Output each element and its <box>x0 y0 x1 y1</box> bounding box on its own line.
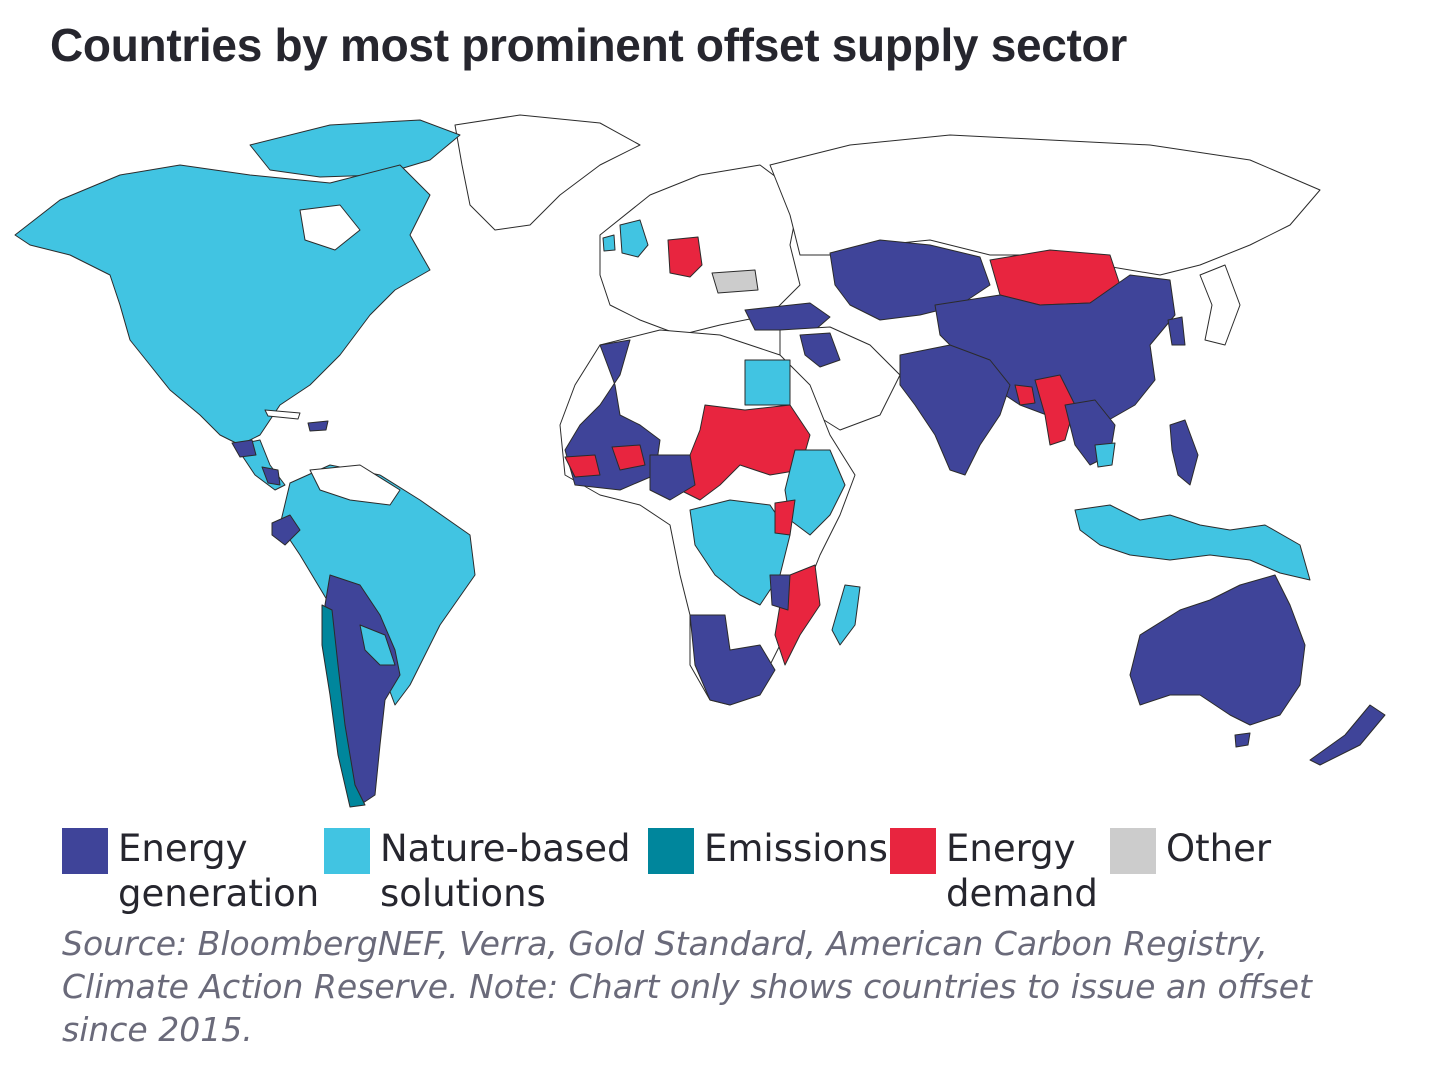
legend-swatch-nature-based <box>324 828 370 874</box>
world-map <box>14 114 1386 808</box>
region-tasmania <box>1234 732 1251 748</box>
region-germany <box>667 236 703 278</box>
region-hudson-bay <box>299 204 361 251</box>
legend-item-energy-demand: Energy demand <box>890 826 1098 916</box>
legend-label-line1: Energy <box>946 827 1076 870</box>
region-iraq-iran-area <box>799 332 841 368</box>
region-southern-africa <box>689 614 776 706</box>
legend-label-line1: Energy <box>118 827 248 870</box>
region-philippines <box>1169 419 1199 486</box>
legend-swatch-other <box>1110 828 1156 874</box>
region-australia <box>1129 574 1306 726</box>
region-japan <box>1199 264 1241 346</box>
region-bangladesh <box>1014 384 1036 406</box>
legend-label-other: Other <box>1166 826 1271 871</box>
region-east-africa <box>784 449 846 536</box>
page-title: Countries by most prominent offset suppl… <box>50 19 1127 71</box>
region-south-asia <box>899 344 1011 476</box>
region-uganda-tanzania <box>774 499 796 536</box>
legend-label-line2: solutions <box>380 872 546 915</box>
region-nicaragua <box>261 466 281 486</box>
legend-label-line2: demand <box>946 872 1098 915</box>
region-ecuador <box>271 514 301 546</box>
region-ireland <box>602 234 616 252</box>
region-madagascar <box>831 584 861 646</box>
region-romania-area <box>711 269 759 294</box>
region-canada-arctic <box>249 119 461 178</box>
region-guatemala <box>231 439 257 458</box>
legend-swatch-energy-generation <box>62 828 108 874</box>
region-cuba <box>264 409 301 420</box>
legend-swatch-emissions <box>648 828 694 874</box>
legend-label-nature-based: Nature-based solutions <box>380 826 631 916</box>
region-uruguay-area <box>359 624 396 666</box>
legend-item-nature-based: Nature-based solutions <box>324 826 631 916</box>
legend-item-other: Other <box>1110 826 1271 874</box>
legend-label-line1: Other <box>1166 827 1272 870</box>
region-greenland <box>454 114 641 231</box>
region-indonesia <box>1074 504 1311 581</box>
region-uk <box>619 219 649 258</box>
legend-label-line2: generation <box>118 872 320 915</box>
legend-label-line1: Nature-based <box>380 827 631 870</box>
source-note: Source: BloombergNEF, Verra, Gold Standa… <box>62 924 1312 1049</box>
region-vietnam-south <box>1094 442 1116 468</box>
legend-swatch-energy-demand <box>890 828 936 874</box>
legend: Energy generation Nature-based solutions… <box>62 826 1362 926</box>
legend-item-energy-generation: Energy generation <box>62 826 319 916</box>
region-malawi-zambia <box>769 574 791 611</box>
region-chile <box>321 604 366 808</box>
legend-label-line1: Emissions <box>704 827 888 870</box>
region-nigeria <box>649 454 696 501</box>
region-korea <box>1167 316 1186 346</box>
region-egypt <box>744 359 791 406</box>
region-venezuela-guianas <box>309 464 401 506</box>
legend-label-energy-generation: Energy generation <box>118 826 319 916</box>
region-turkey <box>744 302 831 331</box>
legend-item-emissions: Emissions <box>648 826 888 874</box>
legend-label-emissions: Emissions <box>704 826 888 871</box>
region-myanmar <box>1034 374 1076 446</box>
region-north-america <box>14 164 431 446</box>
region-central-africa <box>689 499 791 606</box>
region-ghana-area <box>611 444 646 471</box>
region-senegal-area <box>564 454 601 478</box>
region-south-america <box>279 464 476 706</box>
region-dominican-republic <box>307 420 329 432</box>
region-new-zealand <box>1309 704 1386 766</box>
legend-label-energy-demand: Energy demand <box>946 826 1098 916</box>
